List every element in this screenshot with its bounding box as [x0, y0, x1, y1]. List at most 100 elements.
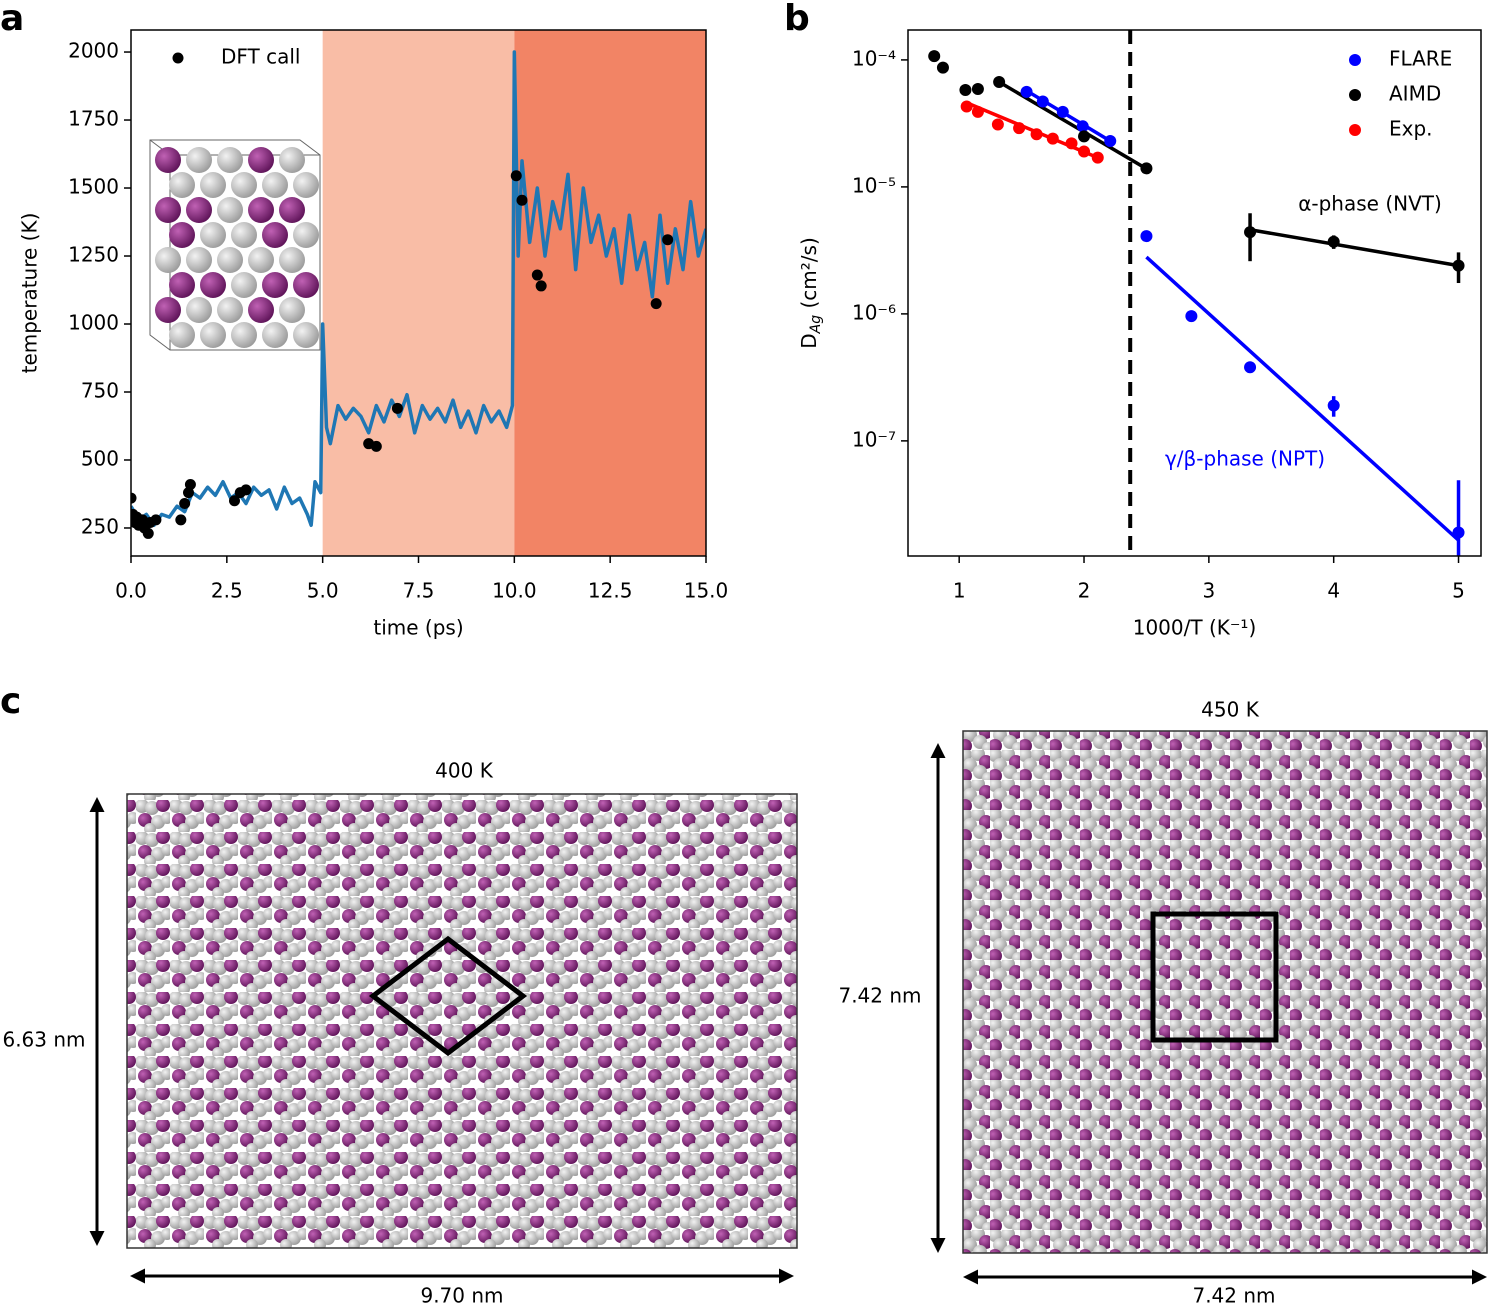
inset-atom	[217, 247, 243, 273]
dft-call-point	[650, 298, 662, 310]
inset-atom	[248, 247, 274, 273]
data-point	[1036, 95, 1049, 108]
y-tick-label: 1000	[68, 311, 119, 335]
structure-title: 450 K	[1201, 698, 1260, 722]
data-point	[1327, 235, 1340, 248]
axes-frame	[907, 29, 1482, 557]
data-point	[1056, 105, 1069, 118]
dft-call-point	[229, 495, 240, 507]
panel-letter: b	[784, 0, 810, 39]
inset-atom	[155, 197, 181, 223]
x-tick-label: 7.5	[403, 579, 435, 603]
fit-line	[1145, 255, 1460, 542]
dft-call-point	[240, 484, 252, 496]
structure-450k: 450 K 7.42 nm 7.42 nm	[838, 698, 1488, 1306]
inset-atom	[200, 322, 226, 348]
data-point	[993, 75, 1006, 88]
dft-call-point	[184, 478, 196, 490]
x-axis-label: time (ps)	[373, 616, 463, 640]
inset-atom	[186, 147, 212, 173]
data-point	[928, 50, 941, 63]
y-tick-label: 750	[81, 378, 119, 402]
data-point	[1327, 399, 1340, 412]
data-point	[1452, 526, 1465, 539]
inset-atom	[262, 272, 288, 298]
y-tick-label: 500	[81, 446, 119, 470]
dft-call-point	[510, 170, 522, 182]
dft-call-point	[179, 498, 191, 510]
inset-atom	[169, 322, 195, 348]
plot-area	[131, 30, 706, 556]
data-point	[1078, 130, 1091, 143]
legend-label: AIMD	[1389, 82, 1441, 106]
data-point	[1185, 310, 1198, 323]
inset-atom	[155, 297, 181, 323]
inset-atom	[186, 247, 212, 273]
dft-call-point	[535, 280, 547, 292]
inset-atom	[262, 322, 288, 348]
data-point	[960, 100, 973, 113]
unit-cell-outline	[1150, 911, 1279, 1043]
inset-atom	[231, 272, 257, 298]
fit-line	[1249, 227, 1459, 268]
data-point	[1244, 361, 1257, 374]
y-axis-label: DAg (cm²/s)	[797, 237, 825, 349]
inset-atom	[262, 172, 288, 198]
data-point	[1013, 122, 1026, 135]
inset-atom	[186, 297, 212, 323]
dft-call-point	[131, 492, 137, 504]
data-point	[1104, 134, 1117, 147]
legend-label: DFT call	[221, 45, 301, 69]
inset-atom	[279, 197, 305, 223]
x-axis-label: 1000/T (K⁻¹)	[1133, 616, 1257, 640]
y-label-main: D	[797, 333, 821, 348]
y-label-sub: Ag	[808, 315, 824, 335]
x-tick-label: 12.5	[588, 579, 633, 603]
inset-atom	[231, 322, 257, 348]
height-label: 6.63 nm	[2, 1028, 85, 1052]
x-tick-label: 1	[953, 579, 966, 603]
y-tick-label: 10⁻⁵	[852, 173, 896, 197]
inset-atom	[155, 147, 181, 173]
height-label: 7.42 nm	[838, 984, 921, 1008]
dft-call-point	[516, 194, 528, 206]
legend-label: Exp.	[1389, 117, 1433, 141]
inset-atom	[248, 197, 274, 223]
data-point	[959, 83, 972, 96]
panel-letter: c	[0, 681, 21, 722]
legend-marker	[1349, 124, 1361, 136]
x-tick-label: 5.0	[307, 579, 339, 603]
data-point	[971, 83, 984, 96]
data-point	[1046, 132, 1059, 145]
y-label-unit: (cm²/s)	[797, 237, 821, 315]
inset-atom	[217, 147, 243, 173]
x-tick-label: 15.0	[684, 579, 729, 603]
y-tick-label: 10⁻⁴	[852, 46, 896, 70]
atoms-image	[962, 730, 1488, 1254]
dft-call-point	[531, 269, 543, 281]
x-tick-label: 4	[1327, 579, 1340, 603]
inset-atom	[155, 247, 181, 273]
dft-call-point	[370, 440, 382, 452]
x-tick-label: 3	[1202, 579, 1215, 603]
data-point	[971, 105, 984, 118]
inset-atom	[217, 297, 243, 323]
unit-cell-outline	[368, 935, 528, 1057]
inset-atom	[293, 172, 319, 198]
legend-marker	[172, 52, 184, 64]
width-label: 9.70 nm	[420, 1284, 503, 1306]
dft-call-point	[662, 234, 674, 246]
data-point	[1020, 85, 1033, 98]
phase-region	[514, 30, 706, 556]
legend-marker	[1349, 54, 1361, 66]
y-tick-label: 2000	[68, 39, 119, 63]
data-point	[1452, 259, 1465, 272]
data-point	[1030, 128, 1043, 141]
inset-atom	[169, 222, 195, 248]
x-tick-label: 2.5	[211, 579, 243, 603]
inset-atom	[200, 172, 226, 198]
inset-atom	[279, 147, 305, 173]
y-tick-label: 1750	[68, 107, 119, 131]
y-tick-label: 10⁻⁶	[852, 300, 896, 324]
